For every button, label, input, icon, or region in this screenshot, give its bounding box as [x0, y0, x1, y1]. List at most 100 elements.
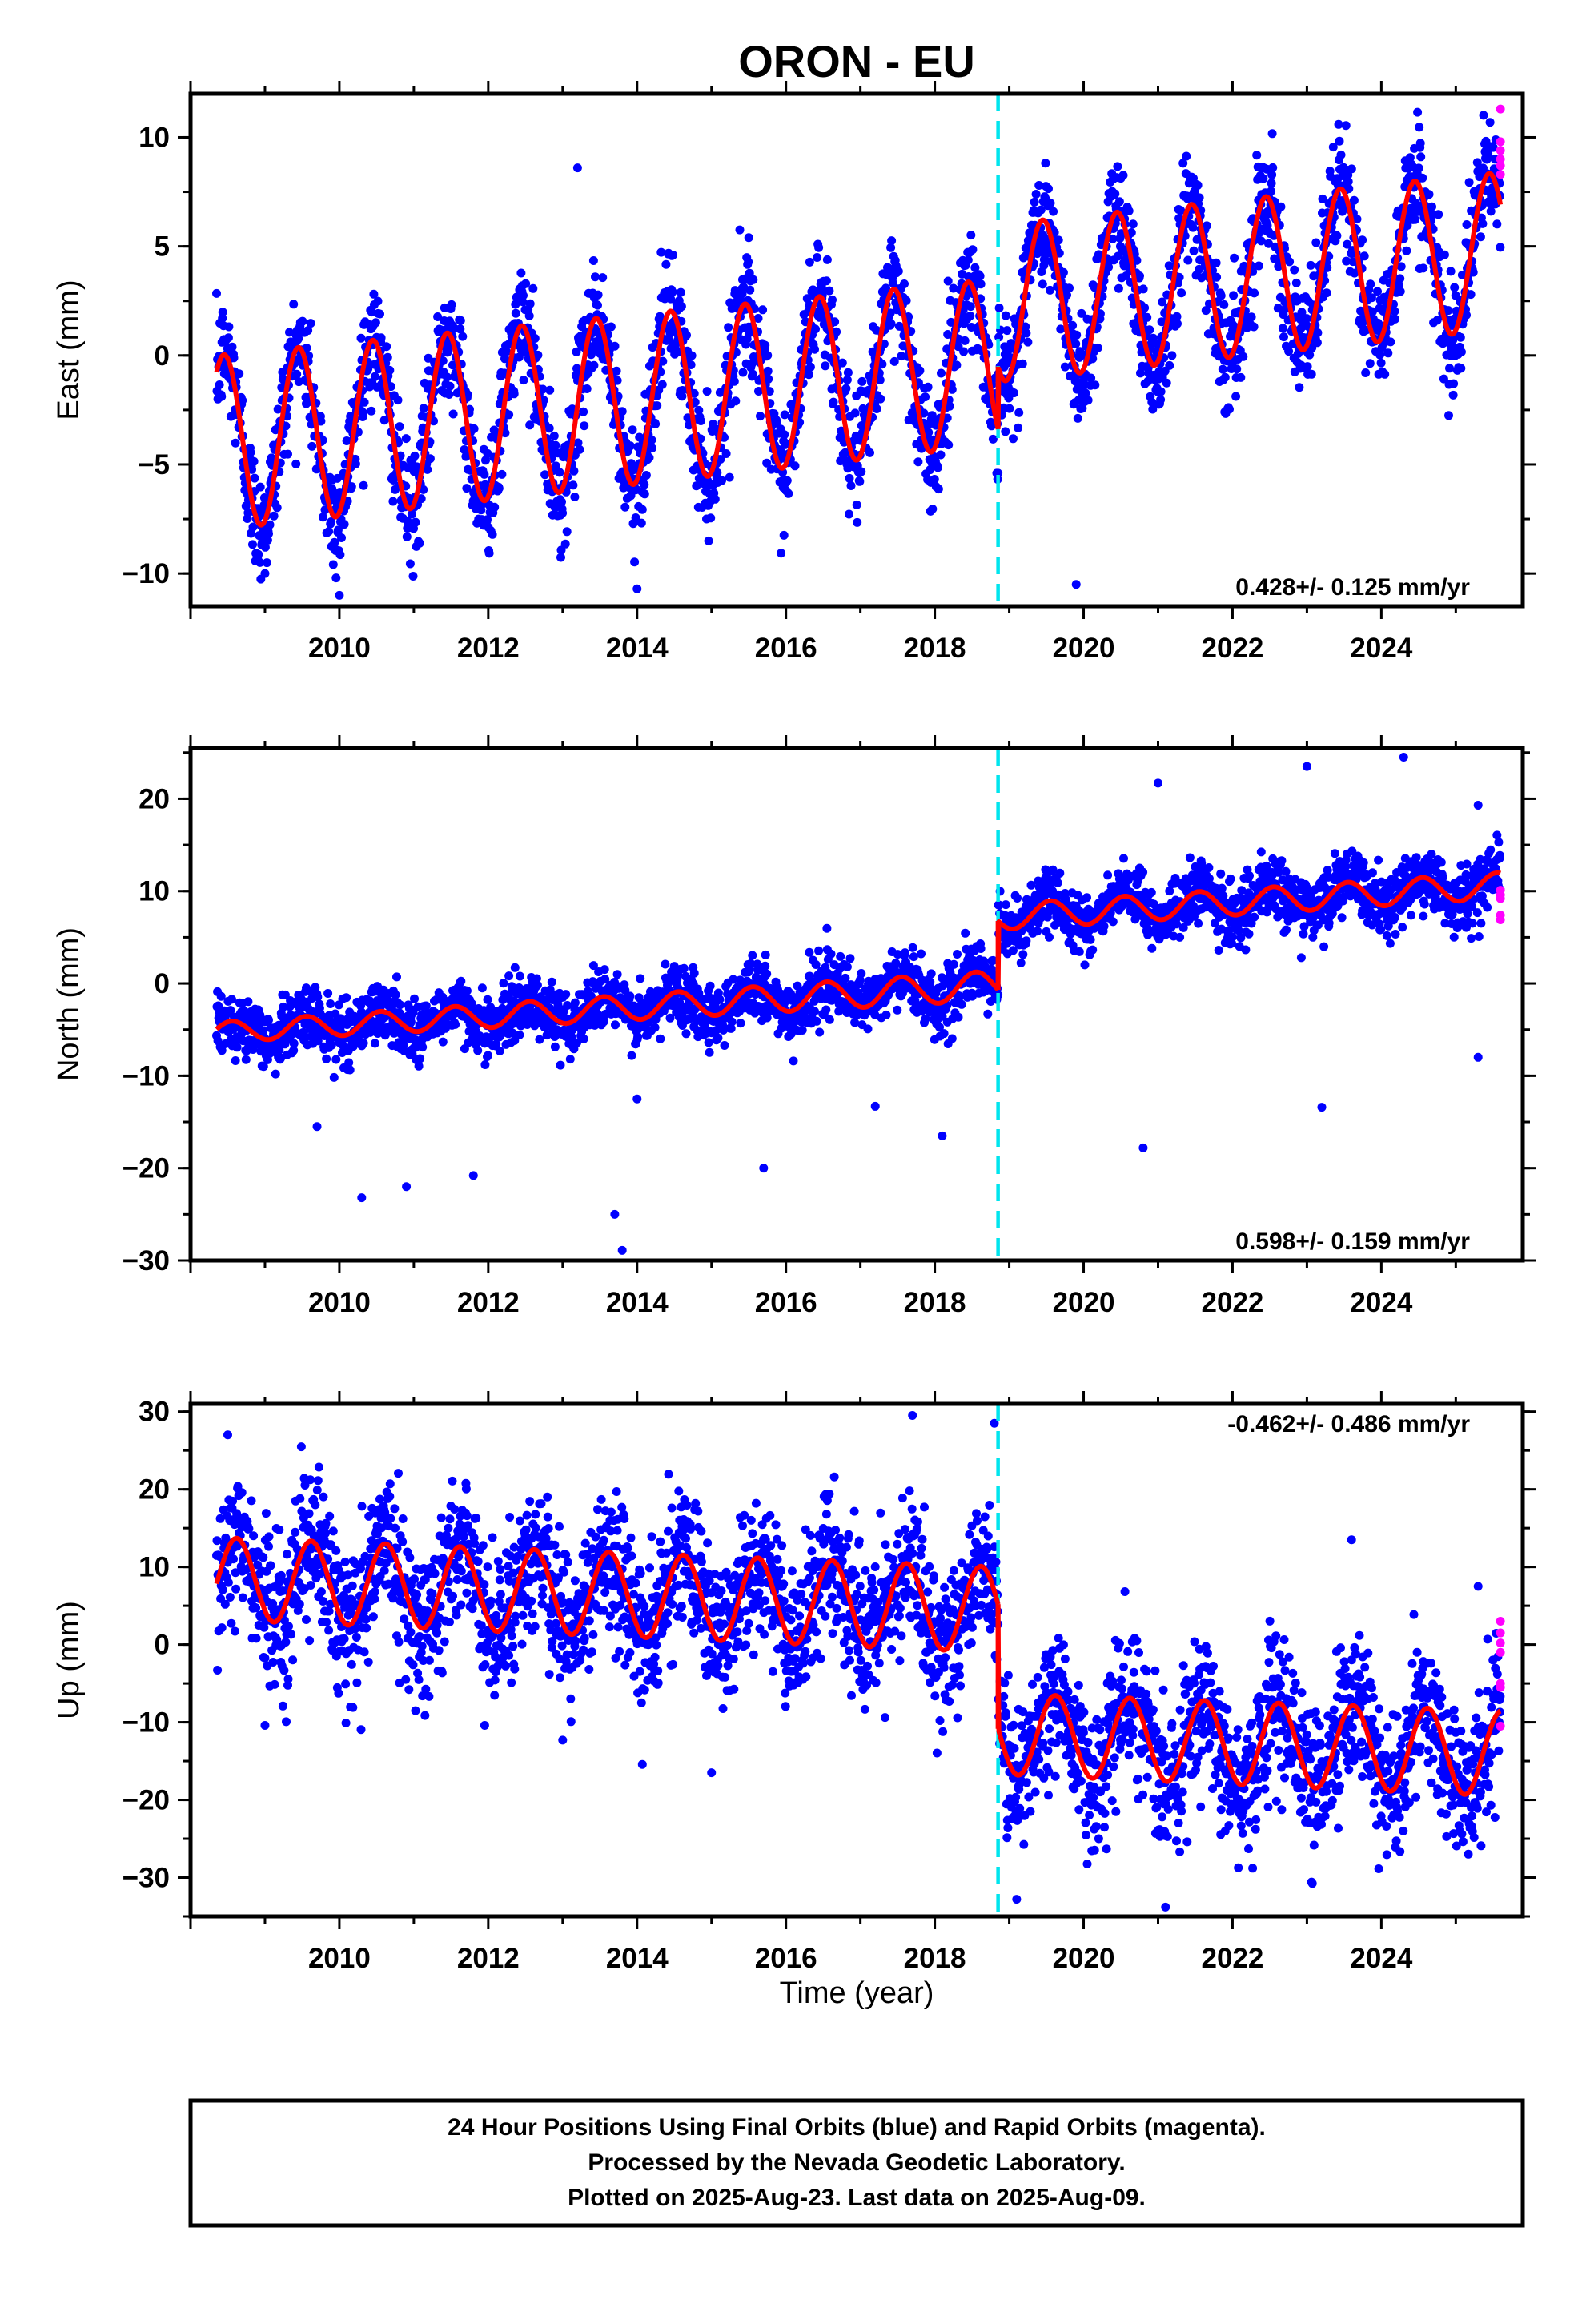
data-point [272, 503, 282, 513]
data-point [1054, 248, 1064, 258]
data-point [500, 354, 509, 364]
data-point [1220, 372, 1230, 382]
data-point [379, 416, 389, 425]
data-point [736, 1019, 745, 1028]
data-point [540, 470, 550, 480]
data-point [942, 413, 952, 423]
data-point [822, 923, 832, 933]
data-point [561, 990, 571, 999]
data-point [385, 365, 395, 375]
data-point [1113, 251, 1122, 261]
data-point [579, 1034, 588, 1043]
data-point [1259, 174, 1268, 183]
data-point [651, 420, 661, 428]
data-point [790, 461, 800, 471]
data-point [994, 304, 1004, 312]
data-point [408, 572, 418, 581]
data-point [994, 468, 1003, 478]
data-point [814, 946, 824, 955]
data-point [462, 484, 472, 493]
rapid-orbit-point [1496, 155, 1505, 164]
data-point [753, 314, 763, 323]
data-point [1446, 267, 1456, 276]
data-point [1093, 343, 1102, 352]
data-point [1022, 328, 1031, 338]
data-point [842, 375, 852, 384]
data-point [1361, 368, 1371, 377]
data-point [1249, 322, 1259, 332]
data-point [606, 322, 616, 332]
data-point [765, 387, 774, 396]
data-point [1072, 330, 1082, 340]
data-point [373, 296, 383, 306]
data-point [391, 990, 400, 999]
data-point [908, 943, 917, 952]
data-point [1334, 119, 1343, 129]
data-point [530, 334, 540, 343]
data-point [705, 981, 715, 991]
data-point [388, 476, 398, 485]
data-point [1290, 265, 1299, 275]
data-point [494, 484, 504, 493]
data-point [367, 308, 376, 317]
outlier-point [632, 584, 642, 593]
x-tick-label: 2022 [1202, 633, 1264, 664]
data-point [885, 308, 895, 318]
data-point [410, 994, 419, 1003]
data-point [947, 384, 957, 394]
data-point [1427, 202, 1436, 211]
data-point [289, 1039, 299, 1048]
data-point [356, 333, 366, 343]
data-point [710, 494, 720, 504]
data-point [644, 453, 654, 462]
data-point [640, 480, 649, 489]
data-point [1202, 221, 1211, 231]
data-point [876, 394, 885, 404]
data-point [1267, 129, 1277, 139]
data-point [1162, 378, 1171, 388]
data-point [1415, 139, 1425, 148]
x-tick-label: 2010 [308, 633, 371, 664]
data-point [1476, 232, 1485, 242]
data-point [749, 275, 758, 284]
rapid-orbit-point [1496, 161, 1505, 171]
data-point [1307, 369, 1316, 379]
data-point [370, 1039, 379, 1048]
data-point [889, 356, 899, 366]
data-point [676, 287, 685, 297]
data-point [1046, 199, 1055, 208]
data-point [407, 509, 416, 519]
data-point [371, 318, 380, 328]
data-point [772, 418, 781, 428]
data-point [1302, 314, 1311, 324]
data-point [469, 424, 479, 433]
data-point [589, 360, 599, 370]
data-point [610, 341, 620, 351]
outlier-point [744, 233, 753, 243]
data-point [1350, 268, 1359, 278]
data-point [1496, 243, 1505, 252]
outlier-point [1071, 580, 1081, 589]
data-point [952, 360, 962, 370]
data-point [447, 300, 456, 309]
data-point [499, 979, 508, 988]
data-point [825, 1015, 834, 1024]
data-point [406, 1017, 416, 1027]
data-point [327, 517, 336, 526]
data-point [324, 527, 334, 537]
y-tick-label: 10 [139, 122, 170, 153]
data-point [782, 476, 792, 485]
data-point [656, 247, 666, 257]
data-point [1189, 246, 1199, 255]
data-point [821, 276, 831, 286]
data-point [915, 366, 925, 376]
data-point [1182, 151, 1191, 161]
data-point [259, 1026, 268, 1035]
data-point [1135, 271, 1144, 281]
data-point [401, 434, 411, 444]
data-point [593, 290, 603, 300]
data-point [1232, 364, 1242, 374]
data-point [1336, 150, 1346, 159]
data-point [533, 350, 543, 360]
data-point [223, 333, 233, 343]
